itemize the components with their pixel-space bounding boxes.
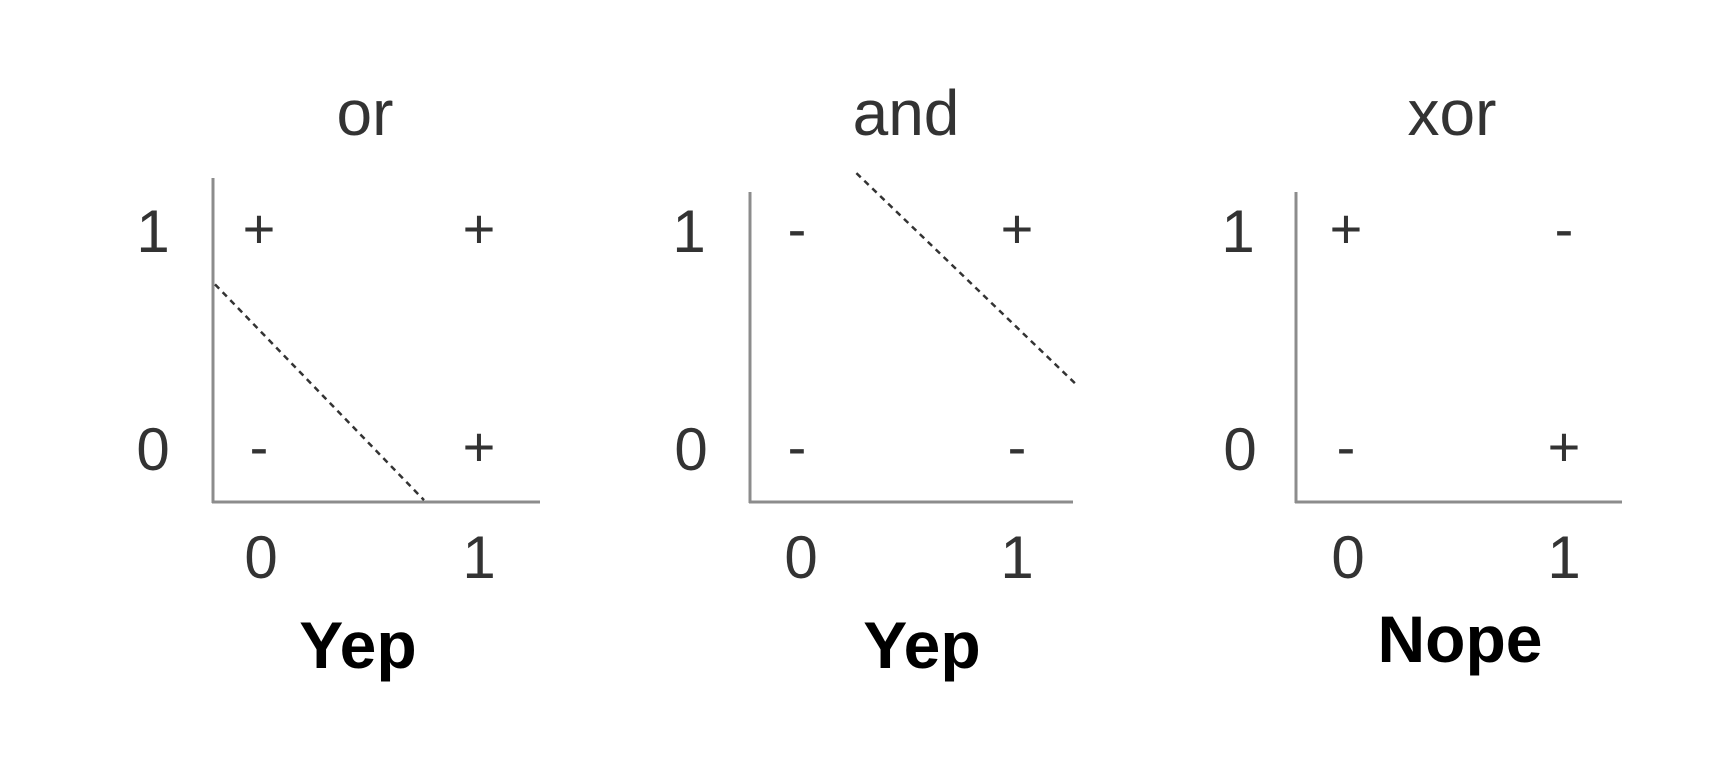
x-tick-0: 0 (784, 524, 817, 591)
point-0-1: - (788, 197, 807, 260)
panel-or: or 1 0 + + - + 0 1 Yep (136, 77, 540, 682)
point-1-0: + (463, 415, 496, 478)
x-tick-1: 1 (462, 524, 495, 591)
point-1-1: - (1555, 197, 1574, 260)
decision-boundary (855, 172, 1078, 386)
point-0-0: - (250, 415, 269, 478)
x-tick-1: 1 (1000, 524, 1033, 591)
x-tick-0: 0 (244, 524, 277, 591)
x-tick-1: 1 (1547, 524, 1580, 591)
point-0-0: - (788, 415, 807, 478)
panel-and: and 1 0 - + - - 0 1 Yep (672, 77, 1078, 682)
y-tick-1: 1 (1221, 198, 1254, 265)
point-1-1: + (1001, 197, 1034, 260)
point-0-1: + (243, 197, 276, 260)
panel-title: or (337, 77, 394, 149)
y-tick-0: 0 (136, 416, 169, 483)
point-0-1: + (1330, 197, 1363, 260)
y-tick-1: 1 (672, 198, 705, 265)
point-0-0: - (1337, 415, 1356, 478)
x-tick-0: 0 (1331, 524, 1364, 591)
point-1-0: + (1548, 415, 1581, 478)
y-tick-0: 0 (674, 416, 707, 483)
verdict-label: Yep (863, 608, 980, 682)
decision-boundary (214, 283, 425, 502)
y-tick-1: 1 (136, 198, 169, 265)
point-1-1: + (463, 197, 496, 260)
panel-title: xor (1408, 77, 1497, 149)
panel-title: and (853, 77, 960, 149)
point-1-0: - (1008, 415, 1027, 478)
verdict-label: Yep (299, 608, 416, 682)
verdict-label: Nope (1378, 602, 1543, 676)
panel-xor: xor 1 0 + - - + 0 1 Nope (1221, 77, 1622, 676)
y-tick-0: 0 (1223, 416, 1256, 483)
